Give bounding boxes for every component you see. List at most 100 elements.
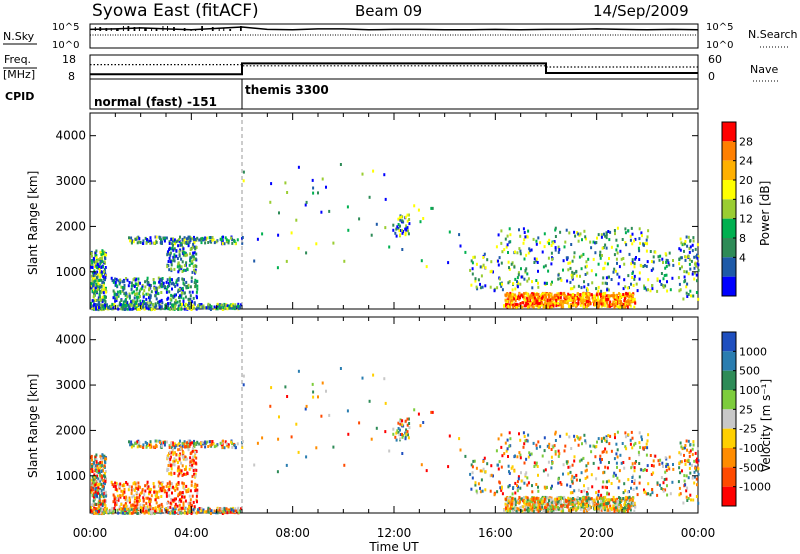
power-point (550, 262, 553, 266)
power-point (685, 285, 688, 289)
power-point (368, 195, 371, 199)
power-point (616, 272, 619, 276)
power-point (535, 279, 538, 282)
velocity-point (163, 511, 166, 515)
power-point (513, 297, 516, 301)
power-point (177, 304, 180, 308)
power-point (397, 226, 400, 230)
velocity-point (548, 446, 551, 450)
velocity-point (535, 508, 538, 512)
power-point (187, 283, 190, 287)
velocity-point (596, 503, 599, 507)
power-point (678, 247, 681, 251)
velocity-point (691, 447, 694, 451)
velocity-point (230, 508, 233, 512)
velocity-point (627, 433, 630, 437)
velocity-point (269, 404, 272, 408)
velocity-point (633, 469, 636, 473)
power-point (171, 287, 173, 291)
velocity-point (198, 507, 201, 510)
power-point (137, 277, 140, 281)
velocity-point (625, 504, 628, 508)
power-point (130, 284, 133, 288)
velocity-point (160, 489, 163, 493)
velocity-point (149, 440, 152, 444)
power-point (677, 276, 680, 280)
velocity-point (100, 477, 103, 481)
power-point (662, 285, 665, 289)
velocity-point (631, 436, 634, 440)
velocity-point (131, 495, 134, 499)
power-point (188, 240, 191, 244)
velocity-point (146, 442, 148, 445)
velocity-point (601, 503, 604, 507)
velocity-point (600, 493, 603, 497)
power-point (685, 255, 688, 259)
velocity-point (508, 444, 511, 448)
power-point (602, 302, 605, 306)
power-point (92, 281, 95, 285)
power-point (682, 297, 685, 301)
velocity-point (578, 500, 581, 503)
velocity-point (500, 488, 503, 492)
power-point (573, 271, 576, 275)
power-point (580, 301, 583, 305)
power-point (187, 306, 190, 310)
velocity-point (598, 496, 601, 500)
power-point (535, 257, 538, 261)
power-point (325, 185, 327, 189)
power-point (93, 288, 95, 292)
velocity-point (188, 439, 191, 443)
power-point (145, 241, 148, 245)
power-point (527, 305, 530, 309)
velocity-point (609, 434, 612, 438)
velocity-point (162, 441, 165, 445)
velocity-point (187, 445, 190, 449)
power-point (498, 277, 501, 281)
power-point (286, 191, 289, 194)
power-point (635, 256, 637, 259)
power-point (470, 259, 473, 263)
power-point (194, 247, 197, 250)
velocity-point (678, 451, 681, 455)
power-point (222, 235, 224, 239)
velocity-point (662, 481, 665, 485)
power-point (165, 280, 168, 284)
power-point (542, 305, 545, 309)
velocity-point (159, 487, 162, 491)
velocity-point (537, 489, 540, 493)
power-point (616, 304, 619, 308)
velocity-point (119, 484, 122, 488)
power-point (171, 237, 174, 241)
power-point (145, 306, 148, 310)
power-point (567, 268, 570, 272)
velocity-point (629, 508, 632, 512)
velocity-point (91, 458, 93, 462)
velocity-point (556, 497, 559, 501)
velocity-point (511, 497, 514, 501)
power-point (183, 291, 186, 295)
velocity-point (194, 486, 197, 490)
velocity-point (567, 472, 570, 476)
power-point (118, 301, 121, 305)
velocity-point (604, 438, 607, 442)
power-point (223, 303, 226, 307)
power-point (168, 290, 171, 294)
power-point (91, 266, 94, 269)
power-point (612, 302, 614, 306)
velocity-point (695, 468, 698, 472)
velocity-point (104, 478, 107, 482)
power-point (572, 299, 575, 303)
power-point (691, 272, 694, 276)
velocity-point (489, 489, 492, 493)
velocity-point (536, 508, 539, 512)
velocity-point (532, 498, 535, 502)
velocity-point (120, 509, 123, 513)
velocity-point (145, 501, 148, 505)
velocity-point (553, 444, 556, 448)
power-point (495, 245, 498, 249)
power-point (651, 287, 654, 291)
velocity-point (90, 488, 93, 492)
power-point (136, 236, 139, 240)
velocity-point (505, 449, 508, 453)
